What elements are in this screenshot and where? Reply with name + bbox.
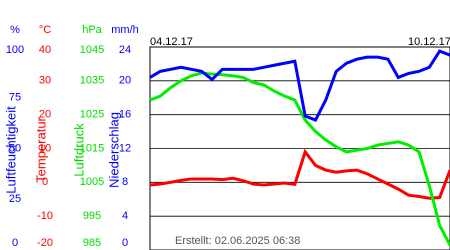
axis-title: Temperatur <box>33 116 48 182</box>
end-date: 10.12.17 <box>408 36 450 48</box>
y-tick-label: 24 <box>119 44 131 56</box>
footer: Erstellt: 02.06.2025 06:38 <box>175 235 300 247</box>
axis-title: Niederschlag <box>106 112 121 188</box>
y-tick-label: 20 <box>119 75 131 87</box>
y-tick-label: 0 <box>122 237 128 249</box>
y-tick-label: 985 <box>83 237 101 249</box>
y-tick-label: 20 <box>39 109 51 121</box>
y-tick-label: 50 <box>9 142 21 154</box>
axis-title: Luftfeuchtigkeit <box>3 106 18 194</box>
start-date: 04.12.17 <box>150 36 193 48</box>
axis-unit: % <box>10 24 20 36</box>
y-tick-label: 75 <box>9 92 21 104</box>
axis-unit: °C <box>39 24 51 36</box>
y-tick-label: 16 <box>119 109 131 121</box>
y-tick-label: 1025 <box>80 109 104 121</box>
y-tick-label: 1045 <box>80 44 104 56</box>
axis-unit: mm/h <box>111 24 139 36</box>
y-tick-label: 100 <box>6 44 24 56</box>
series-line <box>149 148 450 200</box>
y-tick-label: 30 <box>39 75 51 87</box>
y-tick-label: 8 <box>122 176 128 188</box>
y-tick-label: 1035 <box>80 75 104 87</box>
series-line <box>149 71 450 246</box>
y-tick-label: 0 <box>42 176 48 188</box>
y-tick-label: -10 <box>37 210 53 222</box>
y-tick-label: -20 <box>37 237 53 249</box>
y-tick-label: 0 <box>12 237 18 249</box>
y-tick-label: 1015 <box>80 142 104 154</box>
y-tick-label: 10 <box>39 142 51 154</box>
y-tick-label: 12 <box>119 142 131 154</box>
axis-title: Luftdruck <box>71 123 86 177</box>
y-tick-label: 995 <box>83 210 101 222</box>
y-tick-label: 40 <box>39 44 51 56</box>
series-line <box>149 49 450 122</box>
y-tick-label: 4 <box>122 210 128 222</box>
y-tick-label: 25 <box>9 193 21 205</box>
axis-unit: hPa <box>82 24 102 36</box>
y-tick-label: 1005 <box>80 176 104 188</box>
